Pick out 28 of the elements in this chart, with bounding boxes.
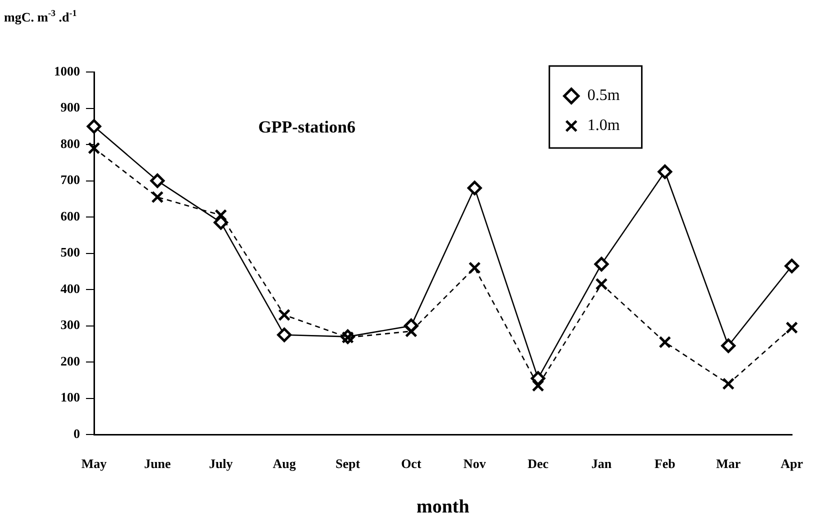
x-tick-label: Mar: [716, 456, 741, 471]
y-axis-title: mgC. m$^{-3}$ .d$^{-1}$: [4, 8, 77, 26]
legend-label: 1.0m: [587, 117, 620, 134]
legend-label: 0.5m: [587, 87, 620, 104]
x-tick-label: Apr: [780, 456, 804, 471]
y-tick-label: 300: [60, 317, 80, 332]
y-tick-label: 900: [60, 100, 80, 115]
x-tick-label: Nov: [463, 456, 486, 471]
x-tick-label: Dec: [528, 456, 549, 471]
x-tick-label: Feb: [654, 456, 676, 471]
y-tick-label: 800: [60, 136, 80, 151]
y-tick-label: 1000: [54, 63, 80, 78]
y-tick-label: 0: [74, 426, 80, 441]
x-tick-label: Oct: [401, 456, 422, 471]
y-tick-label: 700: [60, 172, 80, 188]
x-tick-label: July: [208, 456, 234, 471]
text: GPP-station6: [258, 118, 356, 137]
x-tick-label: Aug: [272, 456, 296, 471]
y-tick-label: 500: [60, 244, 80, 260]
x-tick-label: May: [81, 456, 108, 471]
y-tick-label: 400: [60, 280, 80, 296]
x-axis-title: month: [416, 496, 470, 518]
y-tick-label: 600: [60, 208, 80, 224]
y-tick-label: 100: [60, 390, 80, 405]
x-tick-label: Sept: [335, 456, 361, 471]
x-tick-label: June: [144, 456, 172, 471]
y-tick-label: 200: [60, 353, 80, 368]
x-tick-label: Jan: [591, 456, 612, 471]
